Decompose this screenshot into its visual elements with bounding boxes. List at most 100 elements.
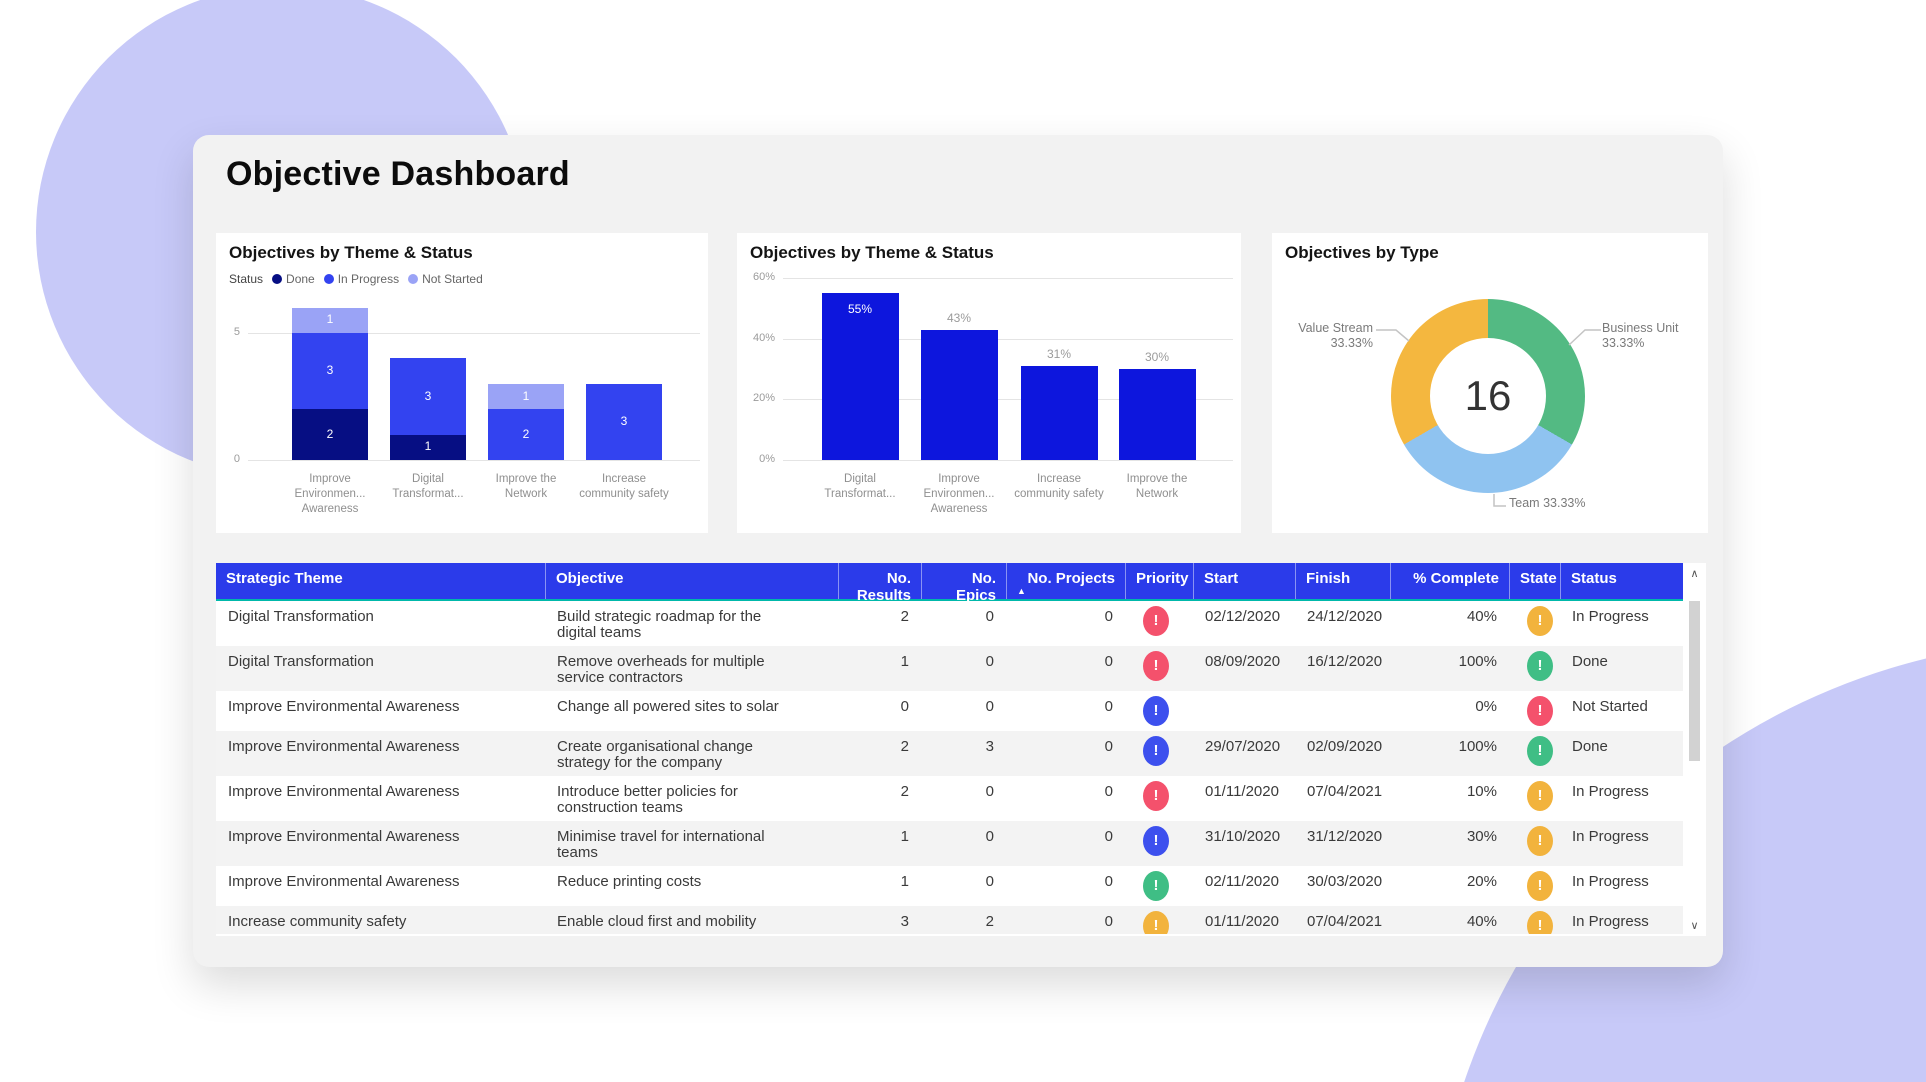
column-header-label: % Complete [1413, 570, 1499, 587]
gridline [783, 338, 1233, 340]
legend-swatch [272, 274, 283, 284]
column-header-objective[interactable]: Objective [545, 563, 838, 599]
bar[interactable] [1020, 365, 1098, 460]
cell-projects: 0 [1104, 653, 1113, 670]
cell-start [1193, 691, 1295, 731]
bar-segment-value: 1 [522, 388, 530, 403]
bar-segment[interactable] [292, 333, 368, 410]
cell-finish [1295, 691, 1390, 731]
priority-green-icon: ! [1143, 871, 1169, 901]
legend-item[interactable]: In Progress [323, 272, 400, 286]
gridline [783, 278, 1233, 279]
column-header--complete[interactable]: % Complete [1390, 563, 1509, 599]
cell-state: ! [1509, 906, 1560, 934]
cell-projects: 0 [1104, 738, 1113, 755]
bar[interactable] [1118, 369, 1196, 460]
cell-start: 31/10/2020 [1205, 828, 1281, 845]
legend-swatch [408, 274, 419, 284]
column-header-no-projects[interactable]: No. Projects ▲ [1006, 563, 1125, 599]
table-body: Digital Transformation Build strategic ro… [216, 601, 1683, 934]
x-axis-category: Digital Transformat... [824, 473, 896, 500]
bar[interactable] [821, 293, 899, 460]
gridline [783, 399, 1233, 401]
cell-epics: 3 [985, 738, 994, 755]
y-axis-tick: 40% [752, 331, 775, 344]
x-axis-category: Increase community safety [579, 473, 669, 500]
table-row[interactable]: Improve Environmental Awareness Introduce… [216, 776, 1683, 821]
table-scrollbar[interactable]: ∧ ∨ [1683, 563, 1706, 936]
scrollbar-thumb[interactable] [1689, 601, 1700, 761]
cell-theme: Improve Environmental Awareness [228, 698, 460, 715]
x-axis-category: Digital Transformat... [392, 473, 464, 500]
table-row[interactable]: Digital Transformation Remove overheads f… [216, 646, 1683, 691]
table-row[interactable]: Improve Environmental Awareness Minimise … [216, 821, 1683, 866]
bar[interactable] [920, 329, 998, 460]
cell-theme: Improve Environmental Awareness [228, 873, 460, 890]
bar-value-label: 55% [847, 302, 873, 317]
legend-item[interactable]: Not Started [408, 272, 483, 286]
column-header-label: Strategic Theme [226, 570, 343, 587]
column-header-finish[interactable]: Finish [1295, 563, 1390, 599]
cell-complete: 40% [1466, 608, 1497, 625]
y-axis-tick: 5 [233, 326, 240, 338]
y-axis-tick: 0% [759, 453, 775, 465]
cell-start: 02/11/2020 [1205, 873, 1279, 890]
slice-label: Team [1509, 496, 1540, 510]
slice-pct: 33.33% [1330, 336, 1373, 350]
cell-epics: 2 [985, 913, 994, 930]
stacked-bar-plot: 5 0 2 3 1 Improve Environmen... Awareness 1 3 Di… [216, 233, 708, 533]
cell-finish: 16/12/2020 [1307, 653, 1383, 670]
column-header-strategic-theme[interactable]: Strategic Theme [216, 563, 545, 599]
bar-segment[interactable] [390, 358, 466, 435]
column-header-state[interactable]: State [1509, 563, 1560, 599]
bar-segment[interactable] [292, 307, 368, 333]
bar-segment[interactable] [390, 434, 466, 460]
bar-segment-value: 3 [424, 388, 432, 403]
y-axis-tick: 20% [752, 392, 775, 405]
cell-complete: 100% [1458, 653, 1497, 670]
cell-state: ! [1509, 731, 1560, 776]
column-header-priority[interactable]: Priority [1125, 563, 1193, 599]
cell-theme: Improve Environmental Awareness [228, 738, 460, 755]
bar-segment[interactable] [586, 383, 662, 460]
x-axis-category: Increase community safety [1014, 473, 1104, 500]
priority-blue-icon: ! [1143, 736, 1169, 766]
sort-ascending-icon: ▲ [1017, 586, 1026, 596]
page-title: Objective Dashboard [226, 155, 570, 193]
column-header-label: Objective [556, 570, 624, 587]
table-row[interactable]: Improve Environmental Awareness Create or… [216, 731, 1683, 776]
state-green-icon: ! [1527, 736, 1553, 766]
column-header-label: Status [1571, 570, 1617, 587]
x-axis-category: Improve Environmen... Awareness [294, 473, 366, 515]
cell-projects: 0 [1104, 698, 1113, 715]
priority-blue-icon: ! [1143, 826, 1169, 856]
bar-segment-value: 1 [424, 439, 432, 454]
legend-item[interactable]: Done [272, 272, 315, 286]
legend-label: In Progress [337, 272, 400, 286]
table-row[interactable]: Digital Transformation Build strategic ro… [216, 601, 1683, 646]
cell-epics: 0 [985, 698, 994, 715]
table-row[interactable]: Increase community safety Enable cloud fi… [216, 906, 1683, 934]
bar-segment[interactable] [488, 409, 564, 460]
table-header-row: Strategic Theme Objective No. Results No. E… [216, 563, 1683, 604]
donut-label-team: Team 33.33% [1509, 496, 1585, 511]
slice-label: Value Stream [1298, 321, 1373, 335]
cell-theme: Increase community safety [228, 913, 407, 930]
donut-chart[interactable]: 16 [1391, 299, 1585, 493]
gridline [783, 460, 1233, 461]
objectives-table: Strategic Theme Objective No. Results No. E… [216, 563, 1706, 936]
table-row[interactable]: Improve Environmental Awareness Change al… [216, 691, 1683, 731]
cell-status: Done [1572, 738, 1608, 755]
column-header-no-epics[interactable]: No. Epics [921, 563, 1006, 604]
column-header-no-results[interactable]: No. Results [838, 563, 921, 604]
column-header-status[interactable]: Status [1560, 563, 1683, 599]
column-header-start[interactable]: Start [1193, 563, 1295, 599]
cell-state: ! [1509, 601, 1560, 646]
scroll-up-icon[interactable]: ∧ [1690, 568, 1699, 580]
bar-segment[interactable] [488, 383, 564, 410]
scroll-down-icon[interactable]: ∨ [1690, 920, 1699, 932]
table-row[interactable]: Improve Environmental Awareness Reduce pr… [216, 866, 1683, 906]
bar-segment[interactable] [292, 409, 368, 460]
donut-center-value: 16 [1430, 338, 1546, 454]
dashboard-card: Objective Dashboard Objectives by Theme … [193, 135, 1723, 967]
